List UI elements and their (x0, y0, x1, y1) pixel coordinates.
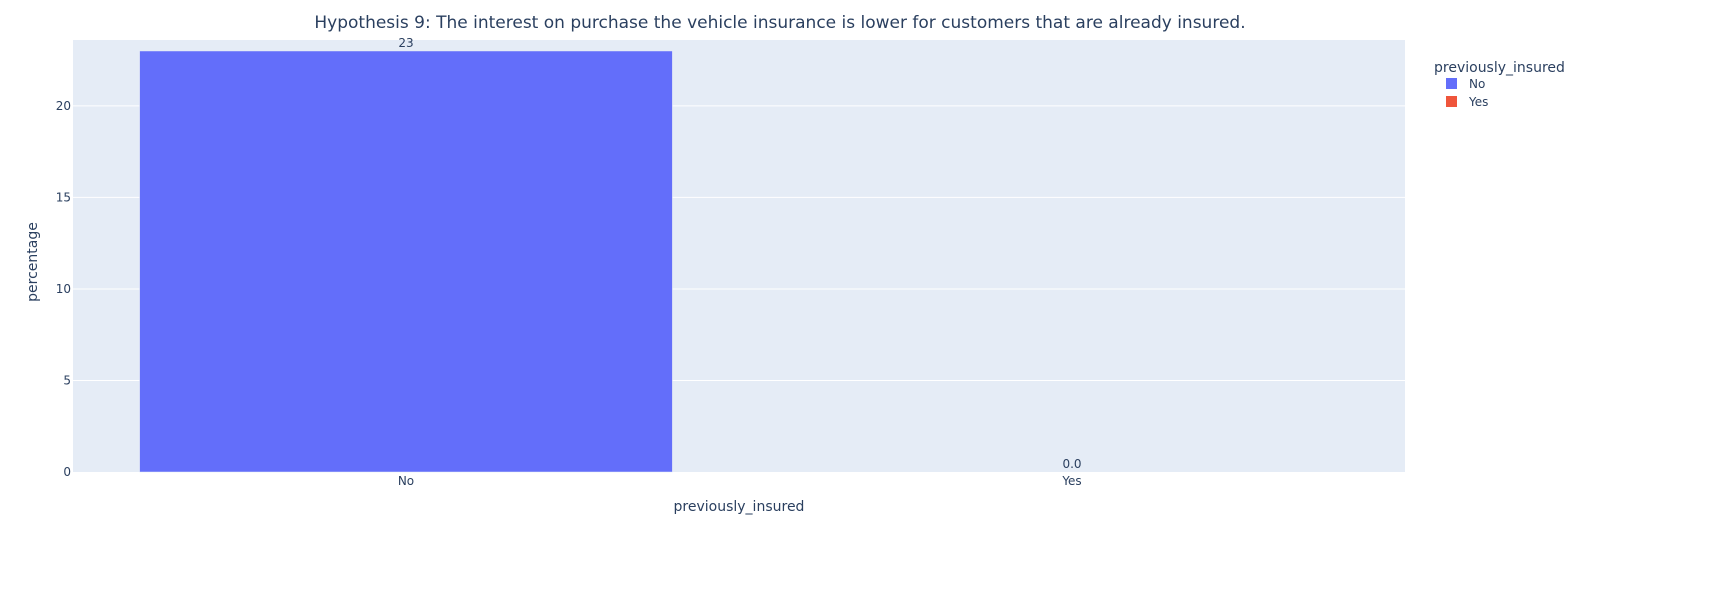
x-axis-title: previously_insured (674, 499, 805, 515)
legend-item-no[interactable]: No (1446, 77, 1485, 91)
legend-title: previously_insured (1434, 60, 1565, 76)
y-tick-label: 0 (63, 465, 71, 479)
y-tick-label: 10 (56, 282, 71, 296)
bar-no[interactable] (139, 50, 673, 473)
legend-item-yes[interactable]: Yes (1446, 95, 1488, 109)
legend-swatch (1446, 96, 1457, 107)
axis-ticks: 0 5 10 15 20 No Yes (56, 99, 1082, 488)
x-tick-label: Yes (1061, 474, 1081, 488)
y-tick-label: 15 (56, 190, 71, 204)
data-label-no: 23 (398, 36, 413, 50)
legend-label: Yes (1468, 95, 1488, 109)
legend[interactable]: previously_insured No Yes (1434, 60, 1565, 109)
y-tick-label: 5 (63, 373, 71, 387)
y-axis-title: percentage (25, 222, 41, 302)
data-labels: 230.0 (398, 36, 1081, 471)
data-label-yes: 0.0 (1062, 457, 1081, 471)
x-tick-label: No (398, 474, 414, 488)
legend-swatch (1446, 78, 1457, 89)
bars (139, 50, 673, 473)
chart-title: Hypothesis 9: The interest on purchase t… (314, 13, 1245, 33)
legend-label: No (1469, 77, 1485, 91)
y-tick-label: 20 (56, 99, 71, 113)
legend-items[interactable]: No Yes (1446, 77, 1488, 109)
